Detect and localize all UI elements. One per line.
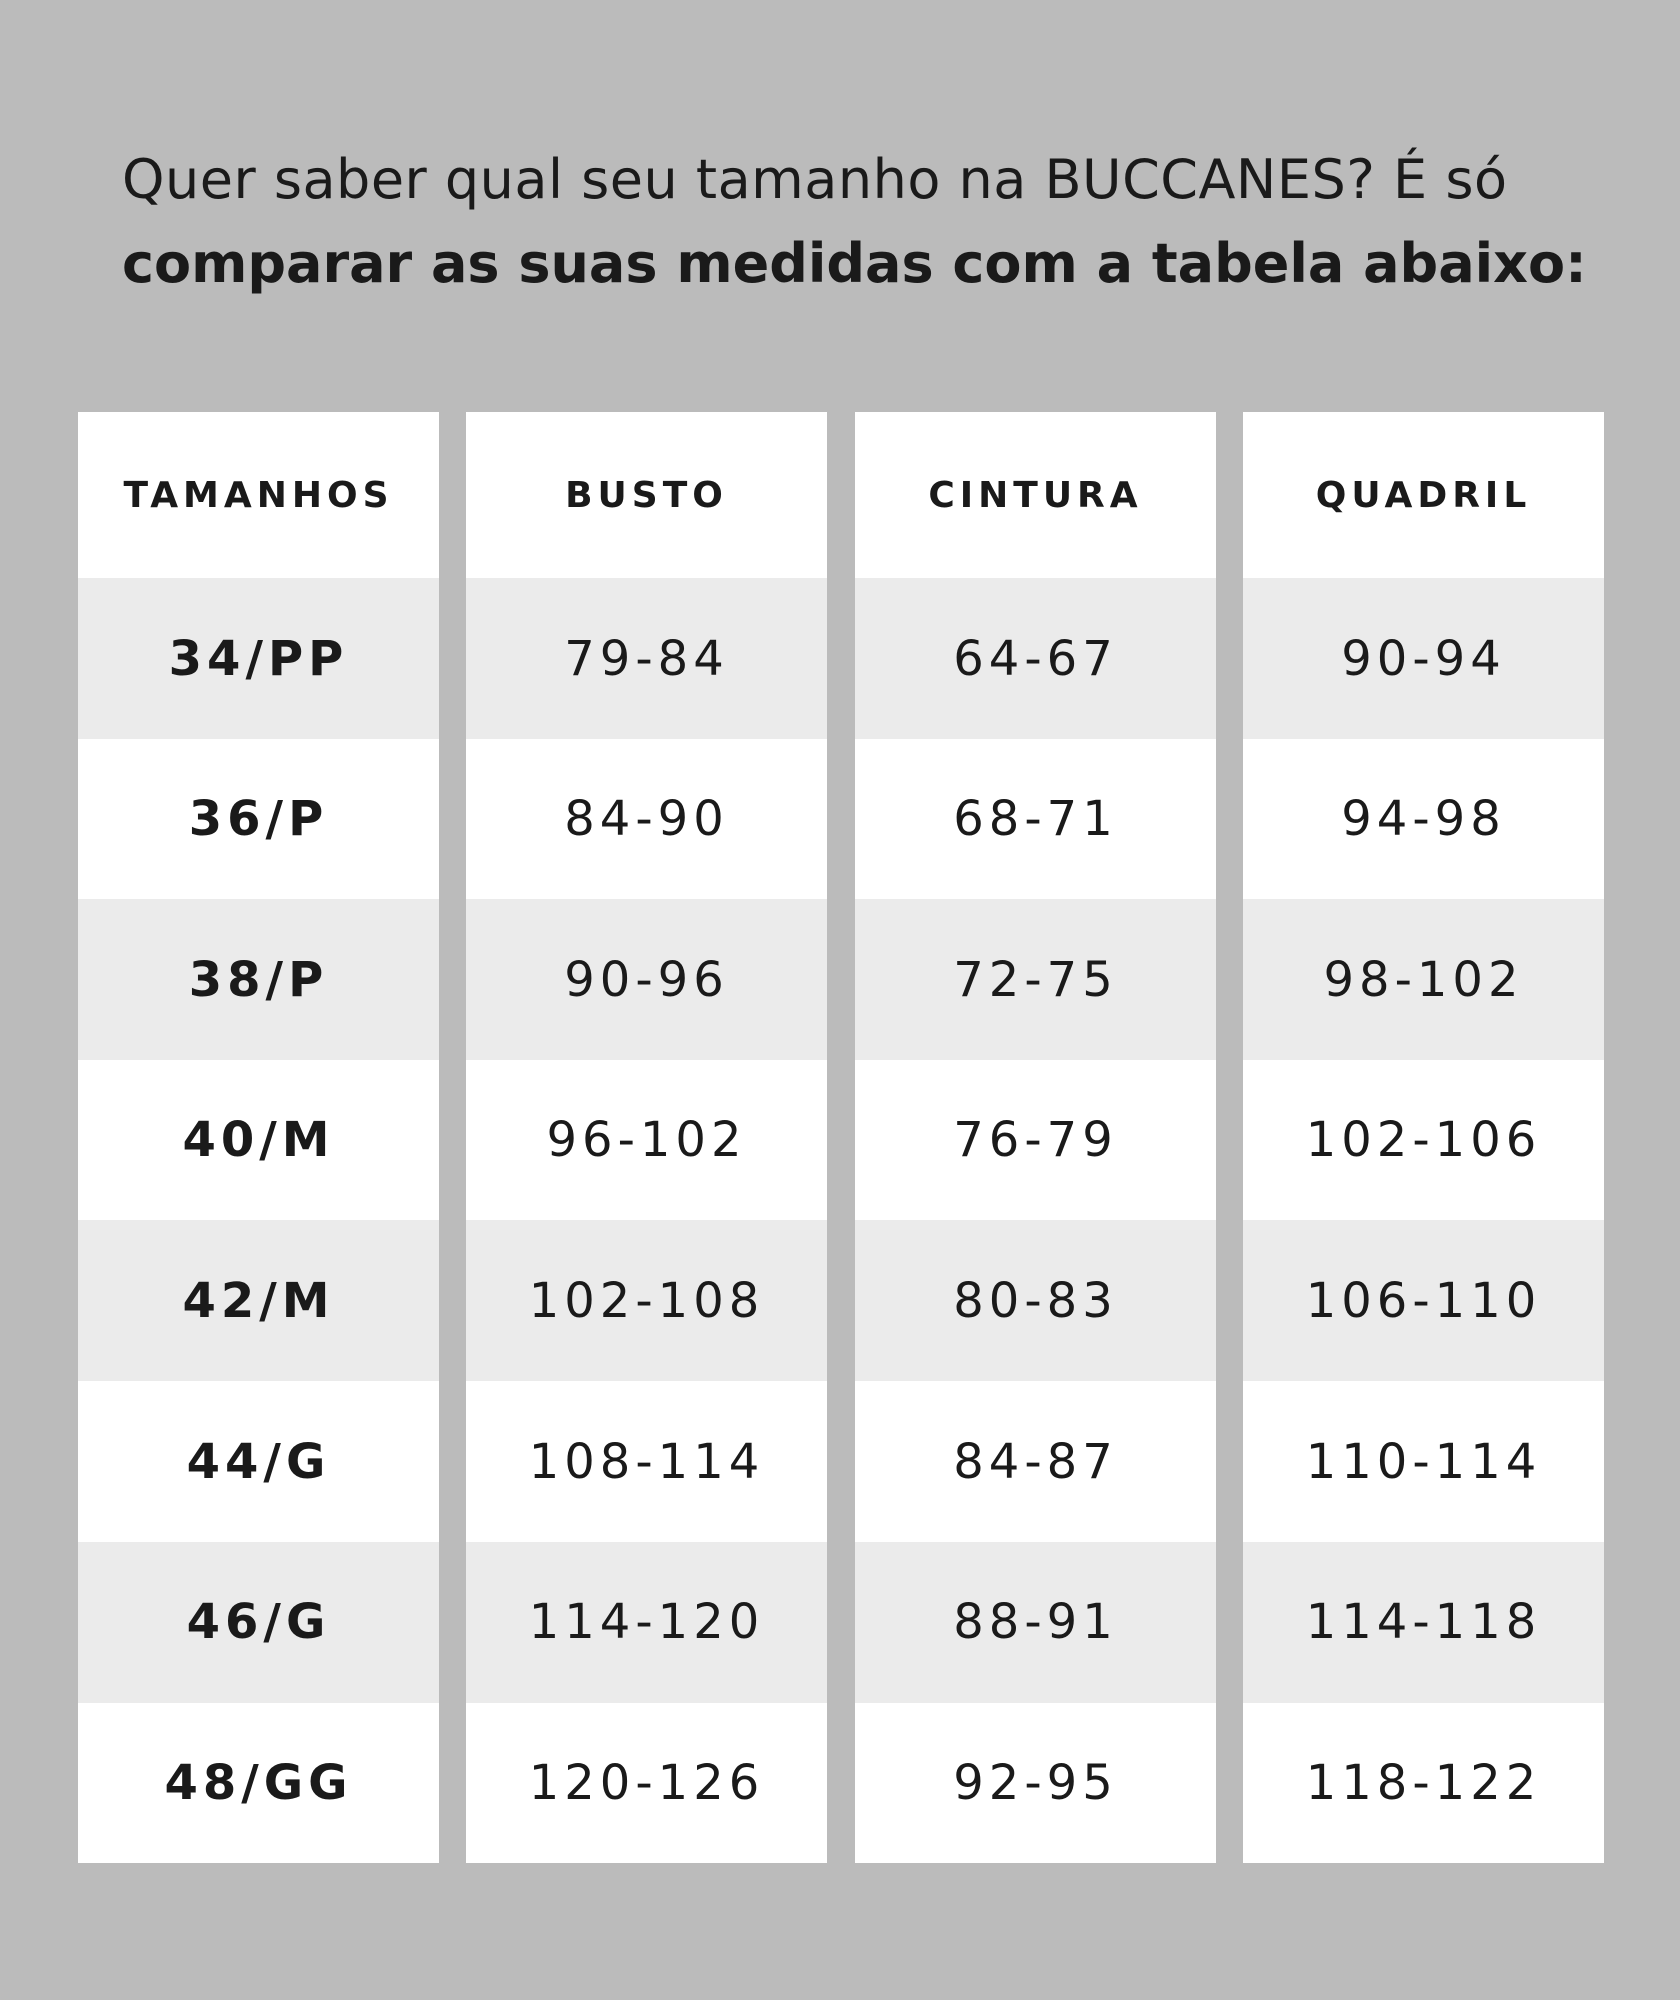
measurement: 98-102	[1243, 899, 1604, 1061]
table-column: CINTURA 64-67 68-71 72-75 76-79 80-83 84-87 88-…	[855, 412, 1216, 1863]
measurement: 84-90	[564, 791, 729, 848]
size-label: 38/P	[78, 899, 439, 1061]
size-label: 34/PP	[78, 578, 439, 739]
measurement: 102-106	[1305, 1112, 1542, 1169]
measurement: 64-67	[855, 578, 1216, 739]
measurement: 118-122	[1305, 1754, 1542, 1811]
size-label: 36/P	[188, 791, 329, 848]
measurement: 90-94	[1243, 578, 1604, 739]
measurement: 106-110	[1243, 1220, 1604, 1382]
size-label: 42/M	[78, 1220, 439, 1382]
column-header: TAMANHOS	[123, 474, 394, 516]
table-column: QUADRIL 90-94 94-98 98-102 102-106 106-110 110…	[1243, 412, 1604, 1863]
size-label: 44/G	[186, 1433, 331, 1490]
table-column: BUSTO 79-84 84-90 90-96 96-102 102-108 108-114…	[466, 412, 827, 1863]
table-column: TAMANHOS 34/PP 36/P 38/P 40/M 42/M 44/G 46/G 48/…	[78, 412, 439, 1863]
measurement: 92-95	[953, 1754, 1118, 1811]
size-label: 46/G	[78, 1541, 439, 1703]
column-header: CINTURA	[928, 474, 1143, 516]
measurement: 88-91	[855, 1541, 1216, 1703]
measurement: 80-83	[855, 1220, 1216, 1382]
measurement: 108-114	[528, 1433, 765, 1490]
measurement: 79-84	[466, 578, 827, 739]
measurement: 102-108	[466, 1220, 827, 1382]
measurement: 68-71	[953, 791, 1118, 848]
measurement: 96-102	[546, 1112, 747, 1169]
measurement: 120-126	[528, 1754, 765, 1811]
column-header: BUSTO	[565, 474, 728, 516]
measurement: 114-118	[1243, 1541, 1604, 1703]
measurement: 84-87	[953, 1433, 1118, 1490]
measurement: 94-98	[1341, 791, 1506, 848]
size-label: 48/GG	[164, 1754, 353, 1811]
intro-line: Quer saber qual seu tamanho na BUCCANES?…	[122, 148, 1508, 211]
measurement: 114-120	[466, 1541, 827, 1703]
measurement: 76-79	[953, 1112, 1118, 1169]
column-header: QUADRIL	[1315, 474, 1532, 516]
intro-line-bold: comparar as suas medidas com a tabela ab…	[122, 232, 1587, 295]
measurement: 110-114	[1305, 1433, 1542, 1490]
size-label: 40/M	[182, 1112, 335, 1169]
measurement: 90-96	[466, 899, 827, 1061]
measurement: 72-75	[855, 899, 1216, 1061]
